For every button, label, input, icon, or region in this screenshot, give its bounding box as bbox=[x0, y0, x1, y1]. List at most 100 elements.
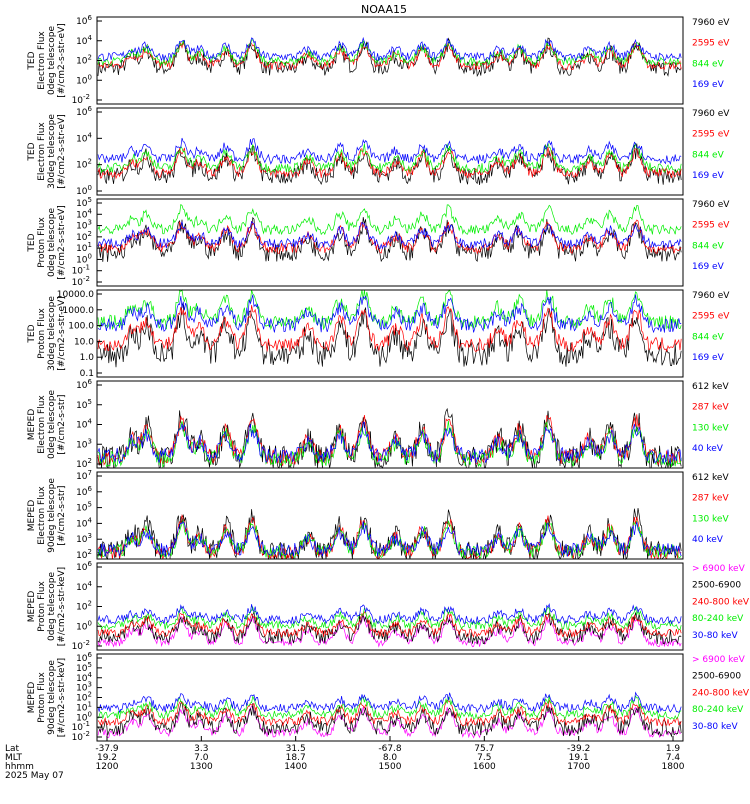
legend-entry: 240-800 keV bbox=[692, 688, 750, 698]
legend-entry: 2595 eV bbox=[692, 312, 730, 322]
date-label: 2025 May 07 bbox=[5, 771, 64, 781]
y-axis-label: [#/cm2-s-str-keV] bbox=[57, 658, 67, 737]
y-axis-label: 0deg telescope bbox=[47, 390, 57, 460]
y-tick-label: 1.0 bbox=[80, 353, 95, 363]
panel-frame bbox=[96, 107, 684, 196]
y-axis-label: Proton Flux bbox=[37, 581, 47, 632]
series-line bbox=[97, 691, 682, 714]
x-tick-label-mlt: 18.7 bbox=[286, 753, 306, 763]
y-axis-label: [#/cm2-s-str-eV] bbox=[57, 114, 67, 189]
series-line bbox=[97, 143, 682, 186]
series-line bbox=[97, 605, 682, 631]
x-tick-label-mlt: 7.5 bbox=[477, 753, 491, 763]
legend-entry: 7960 eV bbox=[692, 18, 730, 28]
series-line bbox=[97, 294, 682, 334]
legend-entry: 30-80 keV bbox=[692, 722, 738, 732]
y-axis-label: [#/cm2-s-str-keV] bbox=[57, 567, 67, 646]
y-tick-label: 102 bbox=[76, 548, 92, 561]
y-tick-label: 10000.0 bbox=[57, 290, 94, 300]
series-line bbox=[97, 514, 682, 560]
y-tick-label: 101 bbox=[76, 700, 92, 713]
legend-entry: 30-80 keV bbox=[692, 631, 738, 641]
y-tick-label: 102 bbox=[76, 457, 92, 470]
y-tick-label: 106 bbox=[76, 378, 92, 391]
y-axis-label: MEPED bbox=[27, 500, 37, 532]
panel-1: 106 104 102 100 10-2 TED Electron Flux 0deg tel… bbox=[27, 14, 730, 106]
legend-entry: 130 keV bbox=[692, 423, 729, 433]
y-axis-label: Proton Flux bbox=[37, 217, 47, 268]
y-tick-label: 105 bbox=[76, 661, 92, 674]
legend-entry: 169 eV bbox=[692, 262, 725, 272]
series-line bbox=[97, 137, 682, 166]
y-tick-label: 104 bbox=[76, 207, 92, 220]
y-axis-label: Proton Flux bbox=[37, 308, 47, 359]
y-tick-label: 100 bbox=[76, 619, 92, 632]
legend-entry: 169 eV bbox=[692, 80, 725, 90]
x-tick-label-lat: -39.2 bbox=[567, 744, 590, 754]
y-axis-label: [#/cm2-s-str] bbox=[57, 485, 67, 545]
y-tick-label: 104 bbox=[76, 671, 92, 684]
series-line bbox=[97, 699, 682, 727]
y-axis-label: 30deg telescope bbox=[47, 296, 57, 371]
y-tick-label: 10-1 bbox=[72, 720, 90, 733]
y-tick-label: 0.1 bbox=[80, 369, 94, 379]
y-axis-label: [#/cm2-s-str] bbox=[57, 394, 67, 454]
y-tick-label: 106 bbox=[76, 651, 92, 664]
legend-entry: 80-240 keV bbox=[692, 614, 744, 624]
legend-entry: 2500-6900 bbox=[692, 581, 741, 591]
series-line bbox=[97, 611, 682, 645]
legend-entry: > 6900 keV bbox=[692, 564, 746, 574]
panel-5: 106 105 104 103 102 MEPED Electron Flux 0deg te… bbox=[27, 378, 729, 470]
legend-entry: 844 eV bbox=[692, 59, 725, 69]
y-axis-label: Proton Flux bbox=[37, 672, 47, 723]
series-line bbox=[97, 142, 682, 174]
y-tick-label: 100 bbox=[76, 252, 92, 265]
series-line bbox=[97, 303, 682, 368]
y-tick-label: 10-2 bbox=[72, 639, 90, 652]
series-line bbox=[97, 203, 682, 236]
y-axis-label: 90deg telescope bbox=[47, 660, 57, 735]
y-tick-label: 105 bbox=[76, 398, 92, 411]
legend-entry: > 6900 keV bbox=[692, 655, 746, 665]
y-tick-label: 103 bbox=[76, 532, 92, 545]
panel-2: 106 104 102 100 TED Electron Flux 30deg telesc… bbox=[27, 105, 730, 197]
y-tick-label: 10-2 bbox=[72, 275, 90, 288]
x-tick-label-hhmm: 1500 bbox=[379, 762, 402, 772]
legend-entry: 7960 eV bbox=[692, 291, 730, 301]
series-line bbox=[97, 37, 682, 78]
panel-7: 106 104 102 100 10-2 MEPED Proton Flux 0deg tel… bbox=[27, 560, 750, 652]
y-tick-label: 100 bbox=[76, 710, 92, 723]
y-tick-label: 100 bbox=[76, 73, 92, 86]
y-axis-label: TED bbox=[27, 51, 37, 70]
y-tick-label: 10-1 bbox=[72, 264, 90, 277]
legend-entry: 7960 eV bbox=[692, 200, 730, 210]
legend-entry: 844 eV bbox=[692, 332, 725, 342]
panel-frame bbox=[96, 289, 684, 378]
y-tick-label: 103 bbox=[76, 681, 92, 694]
legend-entry: 844 eV bbox=[692, 150, 725, 160]
y-tick-label: 104 bbox=[76, 131, 92, 144]
legend-entry: 7960 eV bbox=[692, 109, 730, 119]
legend-entry: 844 eV bbox=[692, 241, 725, 251]
x-tick-label-lat: -37.9 bbox=[95, 744, 119, 754]
y-tick-label: 1000.0 bbox=[63, 306, 95, 316]
legend-entry: 169 eV bbox=[692, 353, 725, 363]
legend-entry: 130 keV bbox=[692, 514, 729, 524]
panel-6: 107 106 105 104 103 102 MEPED Electron Flux 90de… bbox=[27, 469, 729, 561]
legend-entry: 169 eV bbox=[692, 171, 725, 181]
series-line bbox=[97, 421, 682, 465]
x-tick-label-mlt: 7.4 bbox=[666, 753, 681, 763]
legend-entry: 240-800 keV bbox=[692, 597, 750, 607]
series-line bbox=[97, 695, 682, 721]
y-axis-label: [#/cm2-s-str-eV] bbox=[57, 205, 67, 280]
y-tick-label: 102 bbox=[76, 54, 92, 67]
y-tick-label: 103 bbox=[76, 219, 92, 232]
x-tick-label-hhmm: 1300 bbox=[190, 762, 213, 772]
legend-entry: 2595 eV bbox=[692, 130, 730, 140]
y-tick-label: 105 bbox=[76, 501, 92, 514]
y-tick-label: 104 bbox=[76, 34, 92, 47]
